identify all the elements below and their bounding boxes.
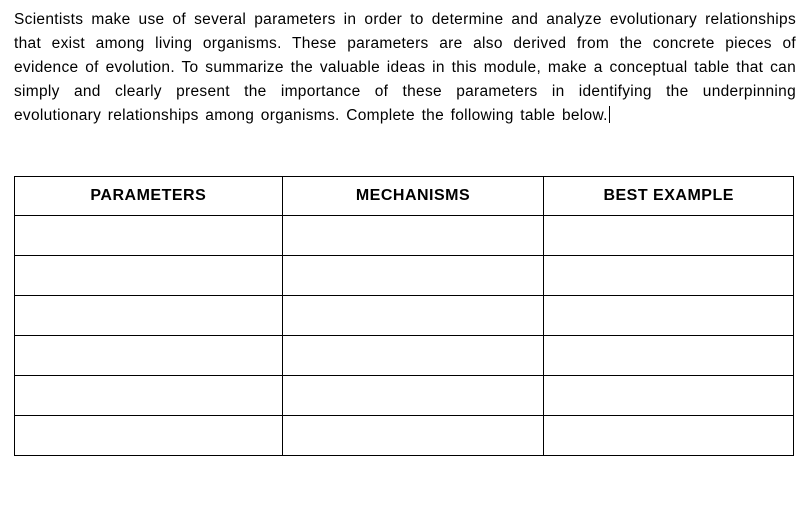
cell[interactable] xyxy=(282,416,544,456)
table-row xyxy=(15,216,794,256)
cell[interactable] xyxy=(15,256,283,296)
cell[interactable] xyxy=(282,256,544,296)
instruction-paragraph[interactable]: Scientists make use of several parameter… xyxy=(14,8,796,128)
cell[interactable] xyxy=(544,376,794,416)
table-row xyxy=(15,256,794,296)
table-row xyxy=(15,296,794,336)
table-row xyxy=(15,376,794,416)
cell[interactable] xyxy=(282,296,544,336)
cell[interactable] xyxy=(282,216,544,256)
document-page: Scientists make use of several parameter… xyxy=(0,0,810,470)
cell[interactable] xyxy=(15,216,283,256)
cell[interactable] xyxy=(544,216,794,256)
col-header-best-example: BEST EXAMPLE xyxy=(544,177,794,216)
col-header-mechanisms: MECHANISMS xyxy=(282,177,544,216)
cell[interactable] xyxy=(15,376,283,416)
text-cursor xyxy=(609,106,610,123)
cell[interactable] xyxy=(544,296,794,336)
col-header-parameters: PARAMETERS xyxy=(15,177,283,216)
instruction-text: Scientists make use of several parameter… xyxy=(14,11,796,124)
table-header-row: PARAMETERS MECHANISMS BEST EXAMPLE xyxy=(15,177,794,216)
cell[interactable] xyxy=(15,296,283,336)
cell[interactable] xyxy=(544,256,794,296)
cell[interactable] xyxy=(282,336,544,376)
cell[interactable] xyxy=(544,416,794,456)
table-row xyxy=(15,416,794,456)
table-row xyxy=(15,336,794,376)
cell[interactable] xyxy=(15,336,283,376)
cell[interactable] xyxy=(282,376,544,416)
parameters-table: PARAMETERS MECHANISMS BEST EXAMPLE xyxy=(14,176,794,456)
cell[interactable] xyxy=(544,336,794,376)
cell[interactable] xyxy=(15,416,283,456)
